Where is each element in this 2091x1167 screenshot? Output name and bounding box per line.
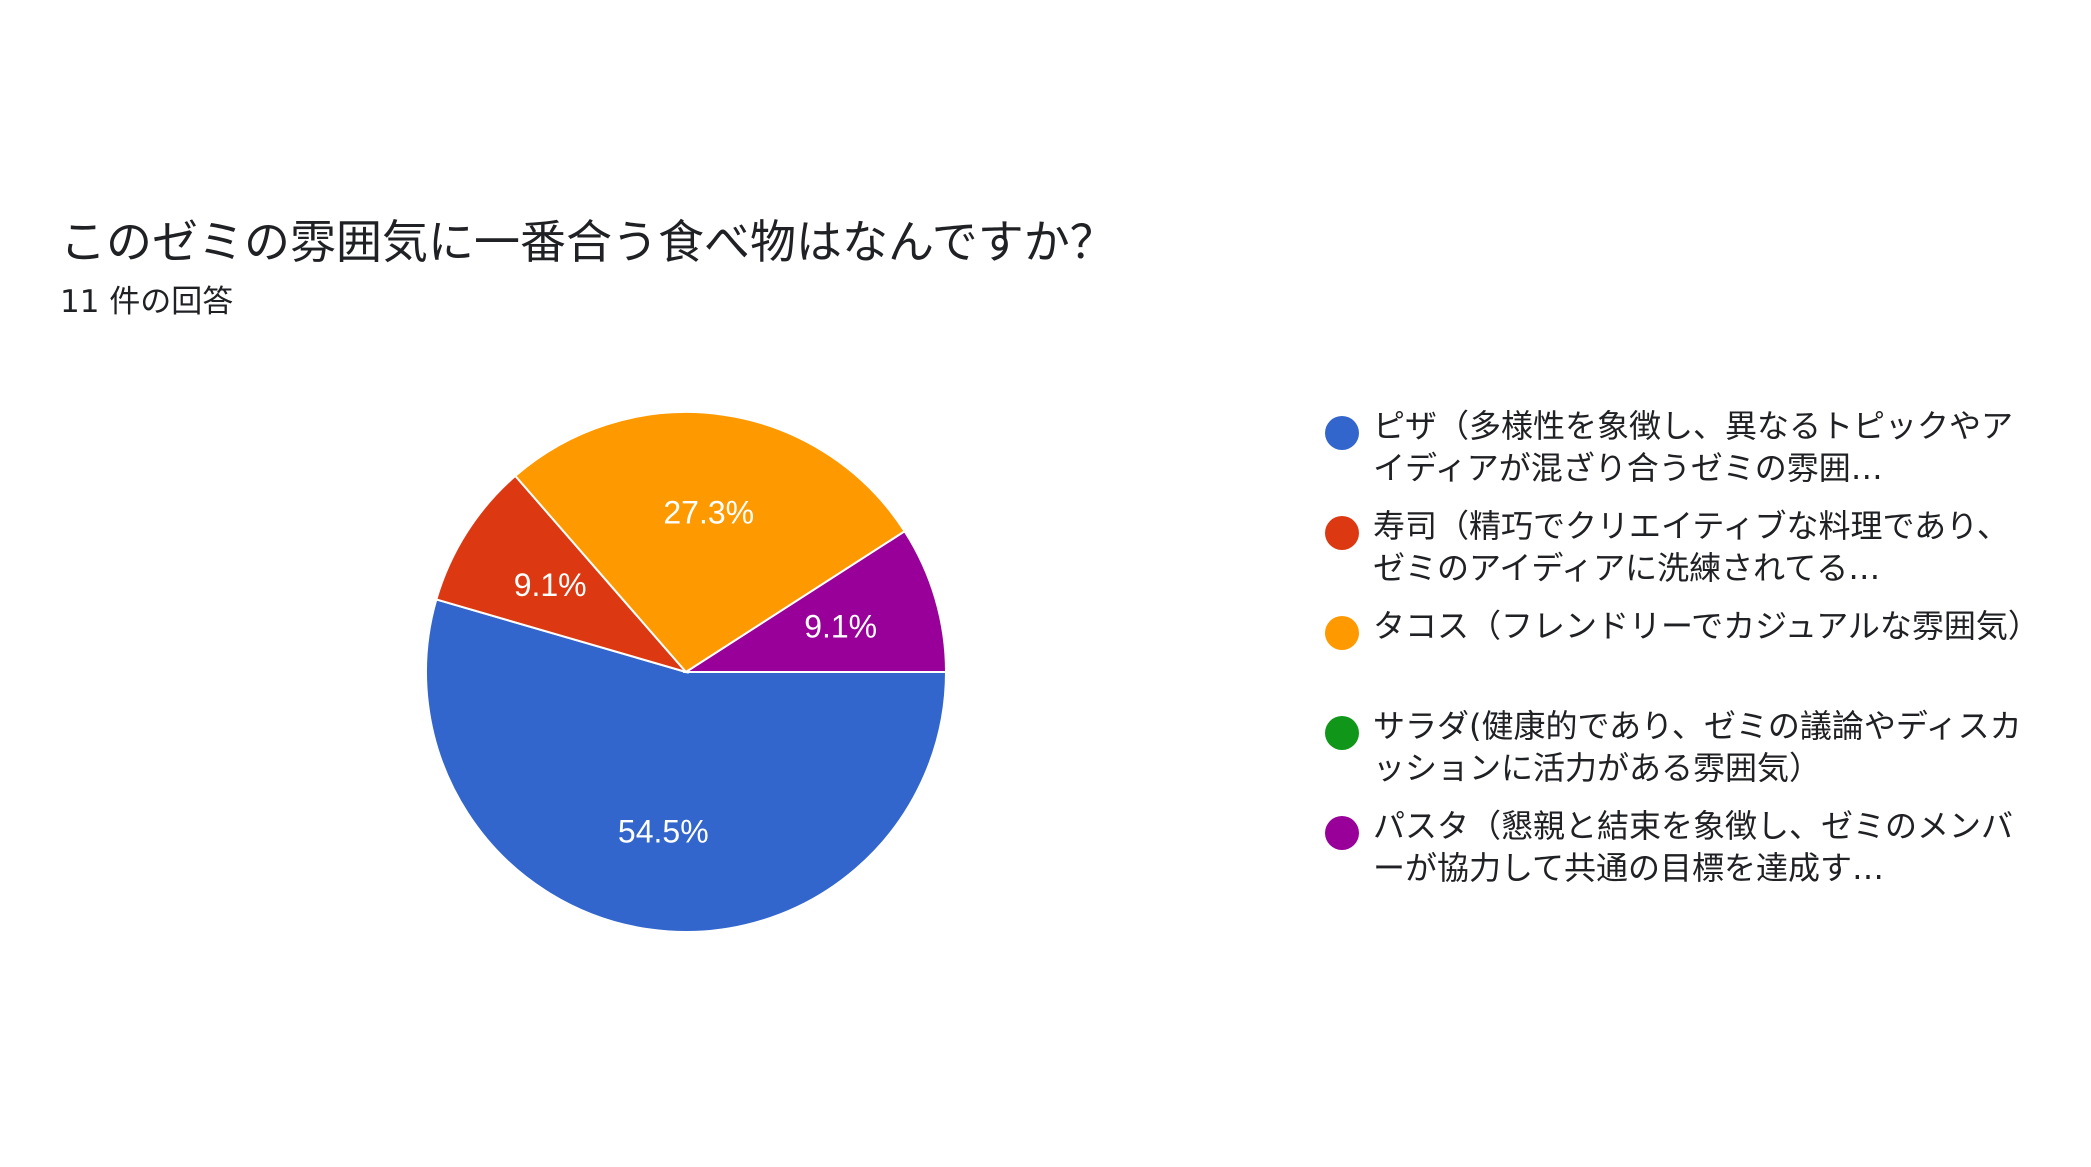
legend-item-0: ピザ（多様性を象徴し、異なるトピックやアイディアが混ざり合うゼミの雰囲… [1325,405,2025,489]
legend-swatch-3 [1325,716,1359,750]
pie-slice-1 [435,474,689,674]
pie-slice-label-1: 9.1% [514,567,587,603]
legend-label-2: タコス（フレンドリーでカジュアルな雰囲気） [1373,607,2025,645]
legend-swatch-2 [1325,616,1359,650]
pie-slice-label-0: 54.5% [618,814,709,850]
legend-item-4: パスタ（懇親と結束を象徴し、ゼミのメンバーが協力して共通の目標を達成す… [1325,805,2025,889]
legend-label-0: ピザ（多様性を象徴し、異なるトピックやアイディアが混ざり合うゼミの雰囲… [1373,407,2014,487]
legend-label-4: パスタ（懇親と結束を象徴し、ゼミのメンバーが協力して共通の目標を達成す… [1373,807,2014,887]
legend-item-2: タコス（フレンドリーでカジュアルな雰囲気） [1325,605,2025,689]
pie-slice-label-2: 27.3% [663,494,754,530]
pie-labels: 54.5% 9.1% 27.3% 9.1% [514,494,877,849]
pie-slice-label-4: 9.1% [804,609,877,645]
legend-label-1: 寿司（精巧でクリエイティブな料理であり、ゼミのアイディアに洗練されてる… [1373,507,2009,587]
legend-swatch-1 [1325,516,1359,550]
legend: ピザ（多様性を象徴し、異なるトピックやアイディアが混ざり合うゼミの雰囲… 寿司（精… [1325,405,2025,905]
pie-slice-4 [682,529,948,673]
legend-label-3: サラダ(健康的であり、ゼミの議論やディスカッションに活力がある雰囲気） [1373,707,2022,787]
chart-title: このゼミの雰囲気に一番合う食べ物はなんですか？ [60,215,1116,269]
response-count: 11 件の回答 [60,284,234,320]
legend-swatch-4 [1325,816,1359,850]
legend-swatch-0 [1325,416,1359,450]
legend-item-1: 寿司（精巧でクリエイティブな料理であり、ゼミのアイディアに洗練されてる… [1325,505,2025,589]
pie-slices [425,411,948,933]
legend-item-3: サラダ(健康的であり、ゼミの議論やディスカッションに活力がある雰囲気） [1325,705,2025,789]
pie-slice-2 [513,411,907,674]
pie-slice-0 [425,598,948,933]
